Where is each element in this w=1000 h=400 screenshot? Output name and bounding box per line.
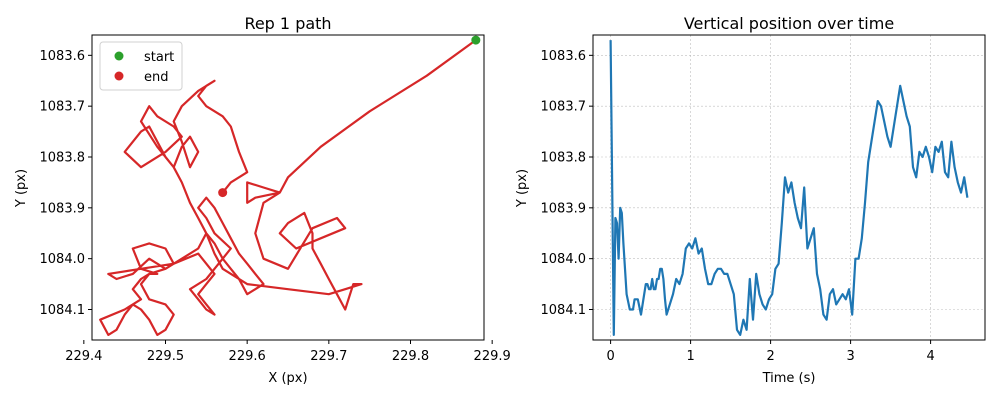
x-tick-label: 229.9	[474, 349, 511, 364]
panel-rep1-path: Rep 1 path 229.4 229.5 229.6 229.7 229.8 229.…	[14, 14, 511, 386]
legend-marker-end	[114, 71, 124, 81]
series-line	[609, 40, 969, 336]
x-tick-label: 229.4	[65, 349, 102, 364]
y-tick-label: 1083.7	[541, 100, 587, 115]
y-axis-label: Y (px)	[515, 169, 530, 208]
chart-title: Vertical position over time	[684, 14, 894, 33]
y-tick-label: 1083.7	[40, 100, 86, 115]
y-tick-label: 1084.1	[541, 303, 587, 318]
y-tick-label: 1083.6	[40, 49, 86, 64]
series-line	[99, 39, 477, 336]
x-tick-label: 0	[606, 349, 614, 364]
plot-frame	[592, 34, 986, 341]
x-tick-label: 229.6	[229, 349, 266, 364]
legend: start end	[99, 41, 183, 91]
legend-label-start: start	[144, 50, 174, 65]
y-tick-label: 1083.6	[541, 49, 587, 64]
y-tick-label: 1083.9	[40, 201, 86, 216]
end-marker	[218, 188, 228, 198]
y-tick-label: 1083.8	[541, 151, 587, 166]
x-axis-label: Time (s)	[762, 371, 816, 386]
x-tick-label: 3	[846, 349, 854, 364]
x-axis-label: X (px)	[268, 371, 307, 386]
chart-title: Rep 1 path	[244, 14, 331, 33]
y-tick-label: 1083.8	[40, 151, 86, 166]
legend-marker-start	[114, 51, 124, 61]
y-axis-label: Y (px)	[14, 169, 29, 208]
start-marker	[471, 35, 481, 45]
y-tick-label: 1084.0	[40, 252, 86, 267]
x-tick-label: 229.7	[310, 349, 347, 364]
x-tick-label: 229.8	[392, 349, 429, 364]
plot-frame	[91, 34, 485, 341]
legend-label-end: end	[144, 70, 169, 85]
y-tick-label: 1084.0	[541, 252, 587, 267]
y-tick-label: 1084.1	[40, 303, 86, 318]
y-tick-label: 1083.9	[541, 201, 587, 216]
x-tick-label: 1	[686, 349, 694, 364]
x-tick-label: 229.5	[147, 349, 184, 364]
panel-vertical-position: Vertical position over time 0 1 2 3 4 1083.6 1…	[515, 14, 986, 386]
x-tick-label: 2	[766, 349, 774, 364]
x-tick-label: 4	[926, 349, 934, 364]
